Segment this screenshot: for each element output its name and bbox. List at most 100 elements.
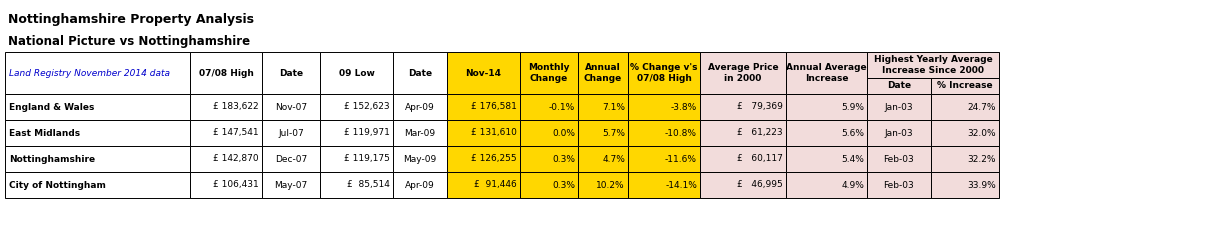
Bar	[393, 172, 447, 198]
Bar	[190, 52, 262, 94]
Text: Apr-09: Apr-09	[406, 103, 435, 112]
Bar	[700, 172, 786, 198]
Text: £   79,369: £ 79,369	[737, 103, 783, 112]
Text: Nottinghamshire Property Analysis: Nottinghamshire Property Analysis	[9, 13, 255, 26]
Bar	[579, 172, 628, 198]
Bar	[520, 52, 579, 94]
Bar	[931, 172, 999, 198]
Text: 0.0%: 0.0%	[552, 128, 575, 137]
Bar	[5, 172, 190, 198]
Text: National Picture vs Nottinghamshire: National Picture vs Nottinghamshire	[9, 35, 250, 48]
Text: Date: Date	[887, 81, 911, 90]
Text: 09 Low: 09 Low	[339, 68, 374, 77]
Text: £ 126,255: £ 126,255	[471, 155, 516, 164]
Text: -11.6%: -11.6%	[665, 155, 697, 164]
Text: £ 142,870: £ 142,870	[213, 155, 259, 164]
Bar	[867, 120, 931, 146]
Bar	[628, 52, 700, 94]
Text: £   61,223: £ 61,223	[737, 128, 783, 137]
Text: 0.3%: 0.3%	[552, 155, 575, 164]
Text: Dec-07: Dec-07	[275, 155, 307, 164]
Bar	[628, 120, 700, 146]
Text: Date: Date	[408, 68, 432, 77]
Bar	[867, 94, 931, 120]
Bar	[786, 94, 867, 120]
Text: Land Registry November 2014 data: Land Registry November 2014 data	[9, 68, 171, 77]
Text: £ 147,541: £ 147,541	[213, 128, 259, 137]
Text: 32.2%: 32.2%	[967, 155, 996, 164]
Text: -14.1%: -14.1%	[665, 180, 697, 189]
Text: £  91,446: £ 91,446	[474, 180, 516, 189]
Text: £ 152,623: £ 152,623	[345, 103, 390, 112]
Text: Highest Yearly Average
Increase Since 2000: Highest Yearly Average Increase Since 20…	[873, 55, 993, 75]
Text: City of Nottingham: City of Nottingham	[9, 180, 106, 189]
Bar	[447, 52, 520, 94]
Text: Feb-03: Feb-03	[883, 155, 915, 164]
Text: 33.9%: 33.9%	[967, 180, 996, 189]
Bar	[447, 146, 520, 172]
Bar	[579, 120, 628, 146]
Bar	[447, 94, 520, 120]
Text: Nottinghamshire: Nottinghamshire	[9, 155, 95, 164]
Bar	[393, 94, 447, 120]
Bar	[393, 52, 447, 94]
Bar	[393, 146, 447, 172]
Text: £ 119,175: £ 119,175	[345, 155, 390, 164]
Text: 4.9%: 4.9%	[842, 180, 864, 189]
Bar	[700, 120, 786, 146]
Bar	[867, 78, 931, 94]
Text: £ 176,581: £ 176,581	[471, 103, 516, 112]
Bar	[447, 120, 520, 146]
Text: Date: Date	[279, 68, 303, 77]
Bar	[262, 94, 320, 120]
Text: £   60,117: £ 60,117	[737, 155, 783, 164]
Text: Monthly
Change: Monthly Change	[529, 63, 570, 83]
Bar	[320, 52, 393, 94]
Text: £ 131,610: £ 131,610	[471, 128, 516, 137]
Text: 5.6%: 5.6%	[840, 128, 864, 137]
Bar	[700, 94, 786, 120]
Text: -10.8%: -10.8%	[665, 128, 697, 137]
Bar	[579, 146, 628, 172]
Text: £ 119,971: £ 119,971	[345, 128, 390, 137]
Text: 5.9%: 5.9%	[840, 103, 864, 112]
Bar	[320, 146, 393, 172]
Text: Nov-07: Nov-07	[275, 103, 307, 112]
Text: Average Price
in 2000: Average Price in 2000	[708, 63, 778, 83]
Text: Apr-09: Apr-09	[406, 180, 435, 189]
Text: 07/08 High: 07/08 High	[199, 68, 253, 77]
Text: East Midlands: East Midlands	[9, 128, 80, 137]
Text: 7.1%: 7.1%	[602, 103, 625, 112]
Bar	[931, 146, 999, 172]
Bar	[700, 146, 786, 172]
Bar	[520, 172, 579, 198]
Bar	[262, 172, 320, 198]
Text: May-09: May-09	[403, 155, 436, 164]
Bar	[190, 146, 262, 172]
Bar	[931, 120, 999, 146]
Bar	[190, 172, 262, 198]
Text: Nov-14: Nov-14	[465, 68, 502, 77]
Text: % Change v's
07/08 High: % Change v's 07/08 High	[630, 63, 698, 83]
Bar	[5, 120, 190, 146]
Text: Jul-07: Jul-07	[278, 128, 303, 137]
Bar	[190, 94, 262, 120]
Bar	[520, 120, 579, 146]
Bar	[520, 146, 579, 172]
Bar	[786, 172, 867, 198]
Text: 32.0%: 32.0%	[967, 128, 996, 137]
Bar	[628, 146, 700, 172]
Text: £  85,514: £ 85,514	[347, 180, 390, 189]
Text: -0.1%: -0.1%	[549, 103, 575, 112]
Bar	[786, 120, 867, 146]
Text: 5.4%: 5.4%	[842, 155, 864, 164]
Bar	[579, 52, 628, 94]
Bar	[628, 172, 700, 198]
Bar	[320, 120, 393, 146]
Bar	[320, 94, 393, 120]
Bar	[393, 120, 447, 146]
Text: Jan-03: Jan-03	[884, 128, 914, 137]
Text: England & Wales: England & Wales	[9, 103, 94, 112]
Bar	[628, 94, 700, 120]
Text: Annual Average
Increase: Annual Average Increase	[786, 63, 867, 83]
